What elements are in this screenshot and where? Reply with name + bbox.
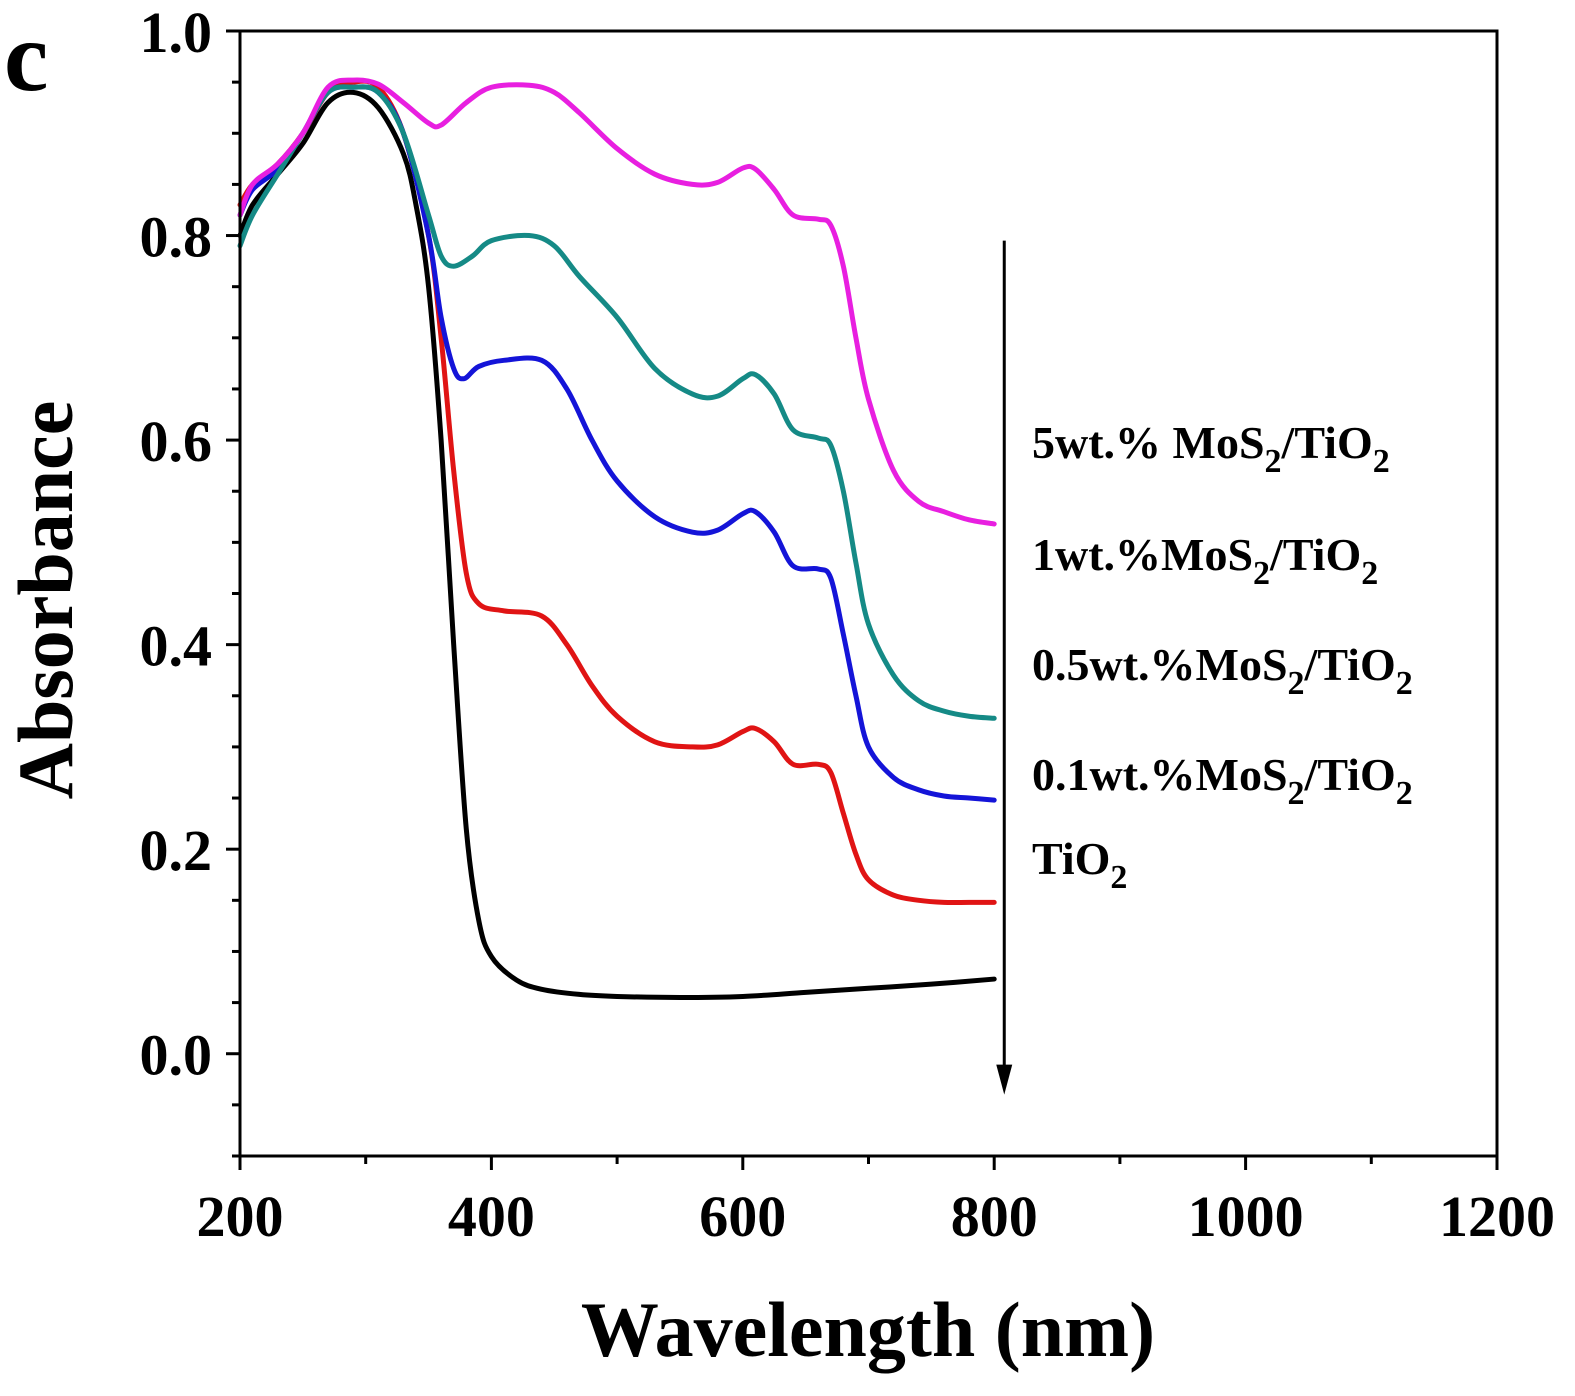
y-tick-label: 1.0 bbox=[140, 0, 213, 65]
x-tick-labels: 200 400 600 800 1000 1200 bbox=[197, 1184, 1556, 1249]
legend-label-5wt-mid: /TiO bbox=[1281, 417, 1373, 468]
spectra-curves bbox=[237, 77, 997, 1000]
legend-label-0.5wt-mid: /TiO bbox=[1304, 639, 1396, 690]
y-axis-title: Absorbance bbox=[2, 401, 89, 800]
legend-label-0.1wt-main: 0.1wt.%MoS bbox=[1032, 749, 1288, 800]
legend-label-1wt-main: 1wt.%MoS bbox=[1032, 529, 1253, 580]
y-tick-label: 0.6 bbox=[140, 409, 213, 474]
x-tick-label: 1200 bbox=[1439, 1184, 1555, 1249]
x-tick-label: 200 bbox=[197, 1184, 284, 1249]
legend-label-0.1wt-sub1: 2 bbox=[1288, 775, 1305, 812]
legend-label-0.5wt-sub1: 2 bbox=[1288, 665, 1305, 702]
x-tick-label: 800 bbox=[951, 1184, 1038, 1249]
series-line-5wt.-mos2-tio2 bbox=[237, 77, 997, 527]
legend-label-0.5wt: 0.5wt.%MoS2/TiO2 bbox=[1032, 639, 1413, 702]
x-axis-title: Wavelength (nm) bbox=[581, 1286, 1155, 1373]
legend-label-0.5wt-main: 0.5wt.%MoS bbox=[1032, 639, 1288, 690]
y-tick-labels: 0.0 0.2 0.4 0.6 0.8 1.0 bbox=[140, 0, 213, 1088]
legend-label-0.1wt-sub2: 2 bbox=[1396, 775, 1413, 812]
x-tick-label: 600 bbox=[699, 1184, 786, 1249]
series-line-0.1wt.-mos2-tio2 bbox=[237, 78, 997, 906]
trend-arrow-head bbox=[996, 1064, 1013, 1095]
y-tick-label: 0.8 bbox=[140, 205, 213, 270]
legend-label-tio2-main: TiO bbox=[1032, 833, 1110, 884]
legend-label-1wt-mid: /TiO bbox=[1269, 529, 1361, 580]
legend-label-tio2: TiO2 bbox=[1032, 833, 1127, 896]
trend-arrow bbox=[996, 240, 1013, 1095]
legend-label-tio2-sub1: 2 bbox=[1110, 859, 1127, 896]
plot-frame bbox=[238, 29, 1499, 1158]
legend-label-0.5wt-sub2: 2 bbox=[1396, 665, 1413, 702]
x-tick-label: 1000 bbox=[1188, 1184, 1304, 1249]
legend-label-0.1wt-mid: /TiO bbox=[1304, 749, 1396, 800]
legend-label-5wt-sub1: 2 bbox=[1265, 443, 1282, 480]
series-line-1wt.-mos2-tio2 bbox=[237, 84, 997, 721]
legend-label-1wt-sub1: 2 bbox=[1253, 555, 1270, 592]
legend-label-5wt-main: 5wt.% MoS bbox=[1032, 417, 1265, 468]
x-tick-label: 400 bbox=[448, 1184, 535, 1249]
series-line-tio2 bbox=[237, 89, 997, 1000]
legend-label-0.1wt: 0.1wt.%MoS2/TiO2 bbox=[1032, 749, 1413, 812]
legend-label-1wt: 1wt.%MoS2/TiO2 bbox=[1032, 529, 1378, 592]
y-tick-label: 0.4 bbox=[140, 614, 213, 679]
panel-label: c bbox=[4, 1, 48, 112]
y-tick-label: 0.2 bbox=[140, 818, 213, 883]
legend-label-5wt-sub2: 2 bbox=[1373, 443, 1390, 480]
legend-label-5wt: 5wt.% MoS2/TiO2 bbox=[1032, 417, 1390, 480]
y-tick-label: 0.0 bbox=[140, 1023, 213, 1088]
legend-label-1wt-sub2: 2 bbox=[1361, 555, 1378, 592]
legend: 5wt.% MoS2/TiO2 1wt.%MoS2/TiO2 0.5wt.%Mo… bbox=[1032, 417, 1413, 896]
